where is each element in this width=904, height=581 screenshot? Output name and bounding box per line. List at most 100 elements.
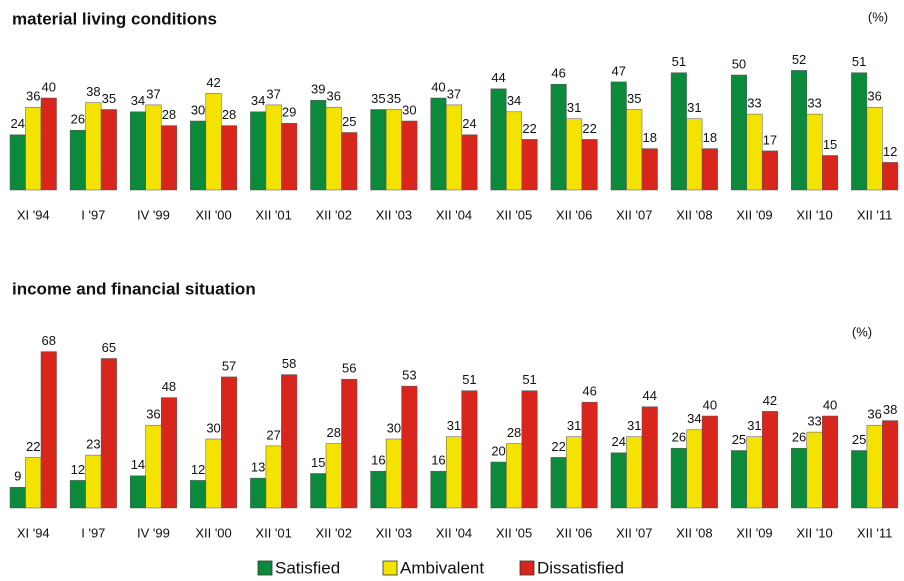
data-label: 31 xyxy=(747,418,761,433)
data-label: 34 xyxy=(131,93,145,108)
data-label: 13 xyxy=(251,460,265,475)
bar xyxy=(506,111,523,191)
data-label: 29 xyxy=(282,105,296,120)
bar xyxy=(69,129,86,191)
data-label: 9 xyxy=(14,469,21,484)
x-tick-label: XII '11 xyxy=(857,525,892,540)
data-label: 25 xyxy=(732,432,746,447)
bar xyxy=(866,106,883,191)
bar xyxy=(430,97,447,191)
bar xyxy=(281,374,298,509)
data-label: 23 xyxy=(86,437,100,452)
bar xyxy=(851,72,868,191)
bar xyxy=(882,420,899,509)
data-label: 65 xyxy=(102,340,116,355)
bar xyxy=(401,385,418,509)
data-label: 20 xyxy=(491,443,505,458)
bar xyxy=(581,139,598,191)
bar xyxy=(341,378,358,509)
bar xyxy=(506,443,523,509)
bar xyxy=(401,120,418,191)
data-label: 51 xyxy=(852,54,866,69)
bar xyxy=(610,452,627,509)
data-label: 22 xyxy=(26,439,40,454)
data-label: 35 xyxy=(371,91,385,106)
data-label: 22 xyxy=(582,121,596,136)
x-tick-label: XII '01 xyxy=(255,525,291,540)
bar xyxy=(641,406,658,509)
data-label: 31 xyxy=(567,100,581,115)
bar xyxy=(566,436,583,509)
unit-label: (%) xyxy=(868,9,888,24)
data-label: 36 xyxy=(26,89,40,104)
bar xyxy=(521,390,538,509)
bar xyxy=(190,480,207,509)
bar xyxy=(160,125,177,191)
data-label: 33 xyxy=(807,96,821,111)
data-label: 16 xyxy=(371,453,385,468)
bar xyxy=(385,109,402,191)
bar xyxy=(730,74,747,191)
bar xyxy=(490,88,507,191)
bar xyxy=(385,438,402,509)
legend-label: Ambivalent xyxy=(400,558,484,577)
bar xyxy=(882,162,899,191)
data-label: 14 xyxy=(131,457,145,472)
bar xyxy=(430,470,447,509)
data-label: 12 xyxy=(71,462,85,477)
bar xyxy=(370,470,387,509)
data-label: 27 xyxy=(266,427,280,442)
data-label: 12 xyxy=(883,144,897,159)
bar xyxy=(40,97,57,191)
bar xyxy=(160,397,177,509)
chart-title: income and financial situation xyxy=(12,279,256,298)
data-label: 33 xyxy=(807,414,821,429)
legend-label: Satisfied xyxy=(275,558,340,577)
data-label: 22 xyxy=(522,121,536,136)
data-label: 51 xyxy=(522,372,536,387)
bar xyxy=(670,72,687,191)
x-tick-label: XII '11 xyxy=(857,207,892,222)
bar xyxy=(746,436,763,509)
data-label: 34 xyxy=(687,411,701,426)
bar xyxy=(761,150,778,191)
bar xyxy=(129,111,146,191)
data-label: 15 xyxy=(823,137,837,152)
data-label: 56 xyxy=(342,361,356,376)
bar xyxy=(85,102,102,191)
data-label: 68 xyxy=(42,333,56,348)
bar xyxy=(145,424,162,509)
data-label: 57 xyxy=(222,358,236,373)
x-tick-label: I '97 xyxy=(81,207,105,222)
bar xyxy=(100,109,117,191)
x-tick-label: XII '06 xyxy=(556,207,592,222)
bar xyxy=(550,457,567,509)
bar xyxy=(221,125,238,191)
data-label: 24 xyxy=(612,434,626,449)
data-label: 47 xyxy=(612,63,626,78)
bar xyxy=(205,93,222,191)
x-tick-label: XII '05 xyxy=(496,207,532,222)
x-tick-label: XII '02 xyxy=(316,525,352,540)
legend-swatch xyxy=(382,560,398,576)
bar xyxy=(281,123,298,191)
bar xyxy=(791,70,808,191)
data-label: 37 xyxy=(266,86,280,101)
x-tick-label: XII '01 xyxy=(255,207,291,222)
bar xyxy=(550,83,567,191)
bar xyxy=(521,139,538,191)
data-label: 28 xyxy=(507,425,521,440)
data-label: 39 xyxy=(311,82,325,97)
bar xyxy=(641,148,658,191)
data-label: 34 xyxy=(251,93,265,108)
data-label: 36 xyxy=(146,407,160,422)
x-tick-label: XII '10 xyxy=(796,525,832,540)
bar xyxy=(129,475,146,509)
data-label: 40 xyxy=(823,397,837,412)
legend-swatch xyxy=(519,560,535,576)
data-label: 53 xyxy=(402,368,416,383)
bar xyxy=(701,148,718,191)
bar xyxy=(791,447,808,509)
bar xyxy=(145,104,162,191)
data-label: 12 xyxy=(191,462,205,477)
